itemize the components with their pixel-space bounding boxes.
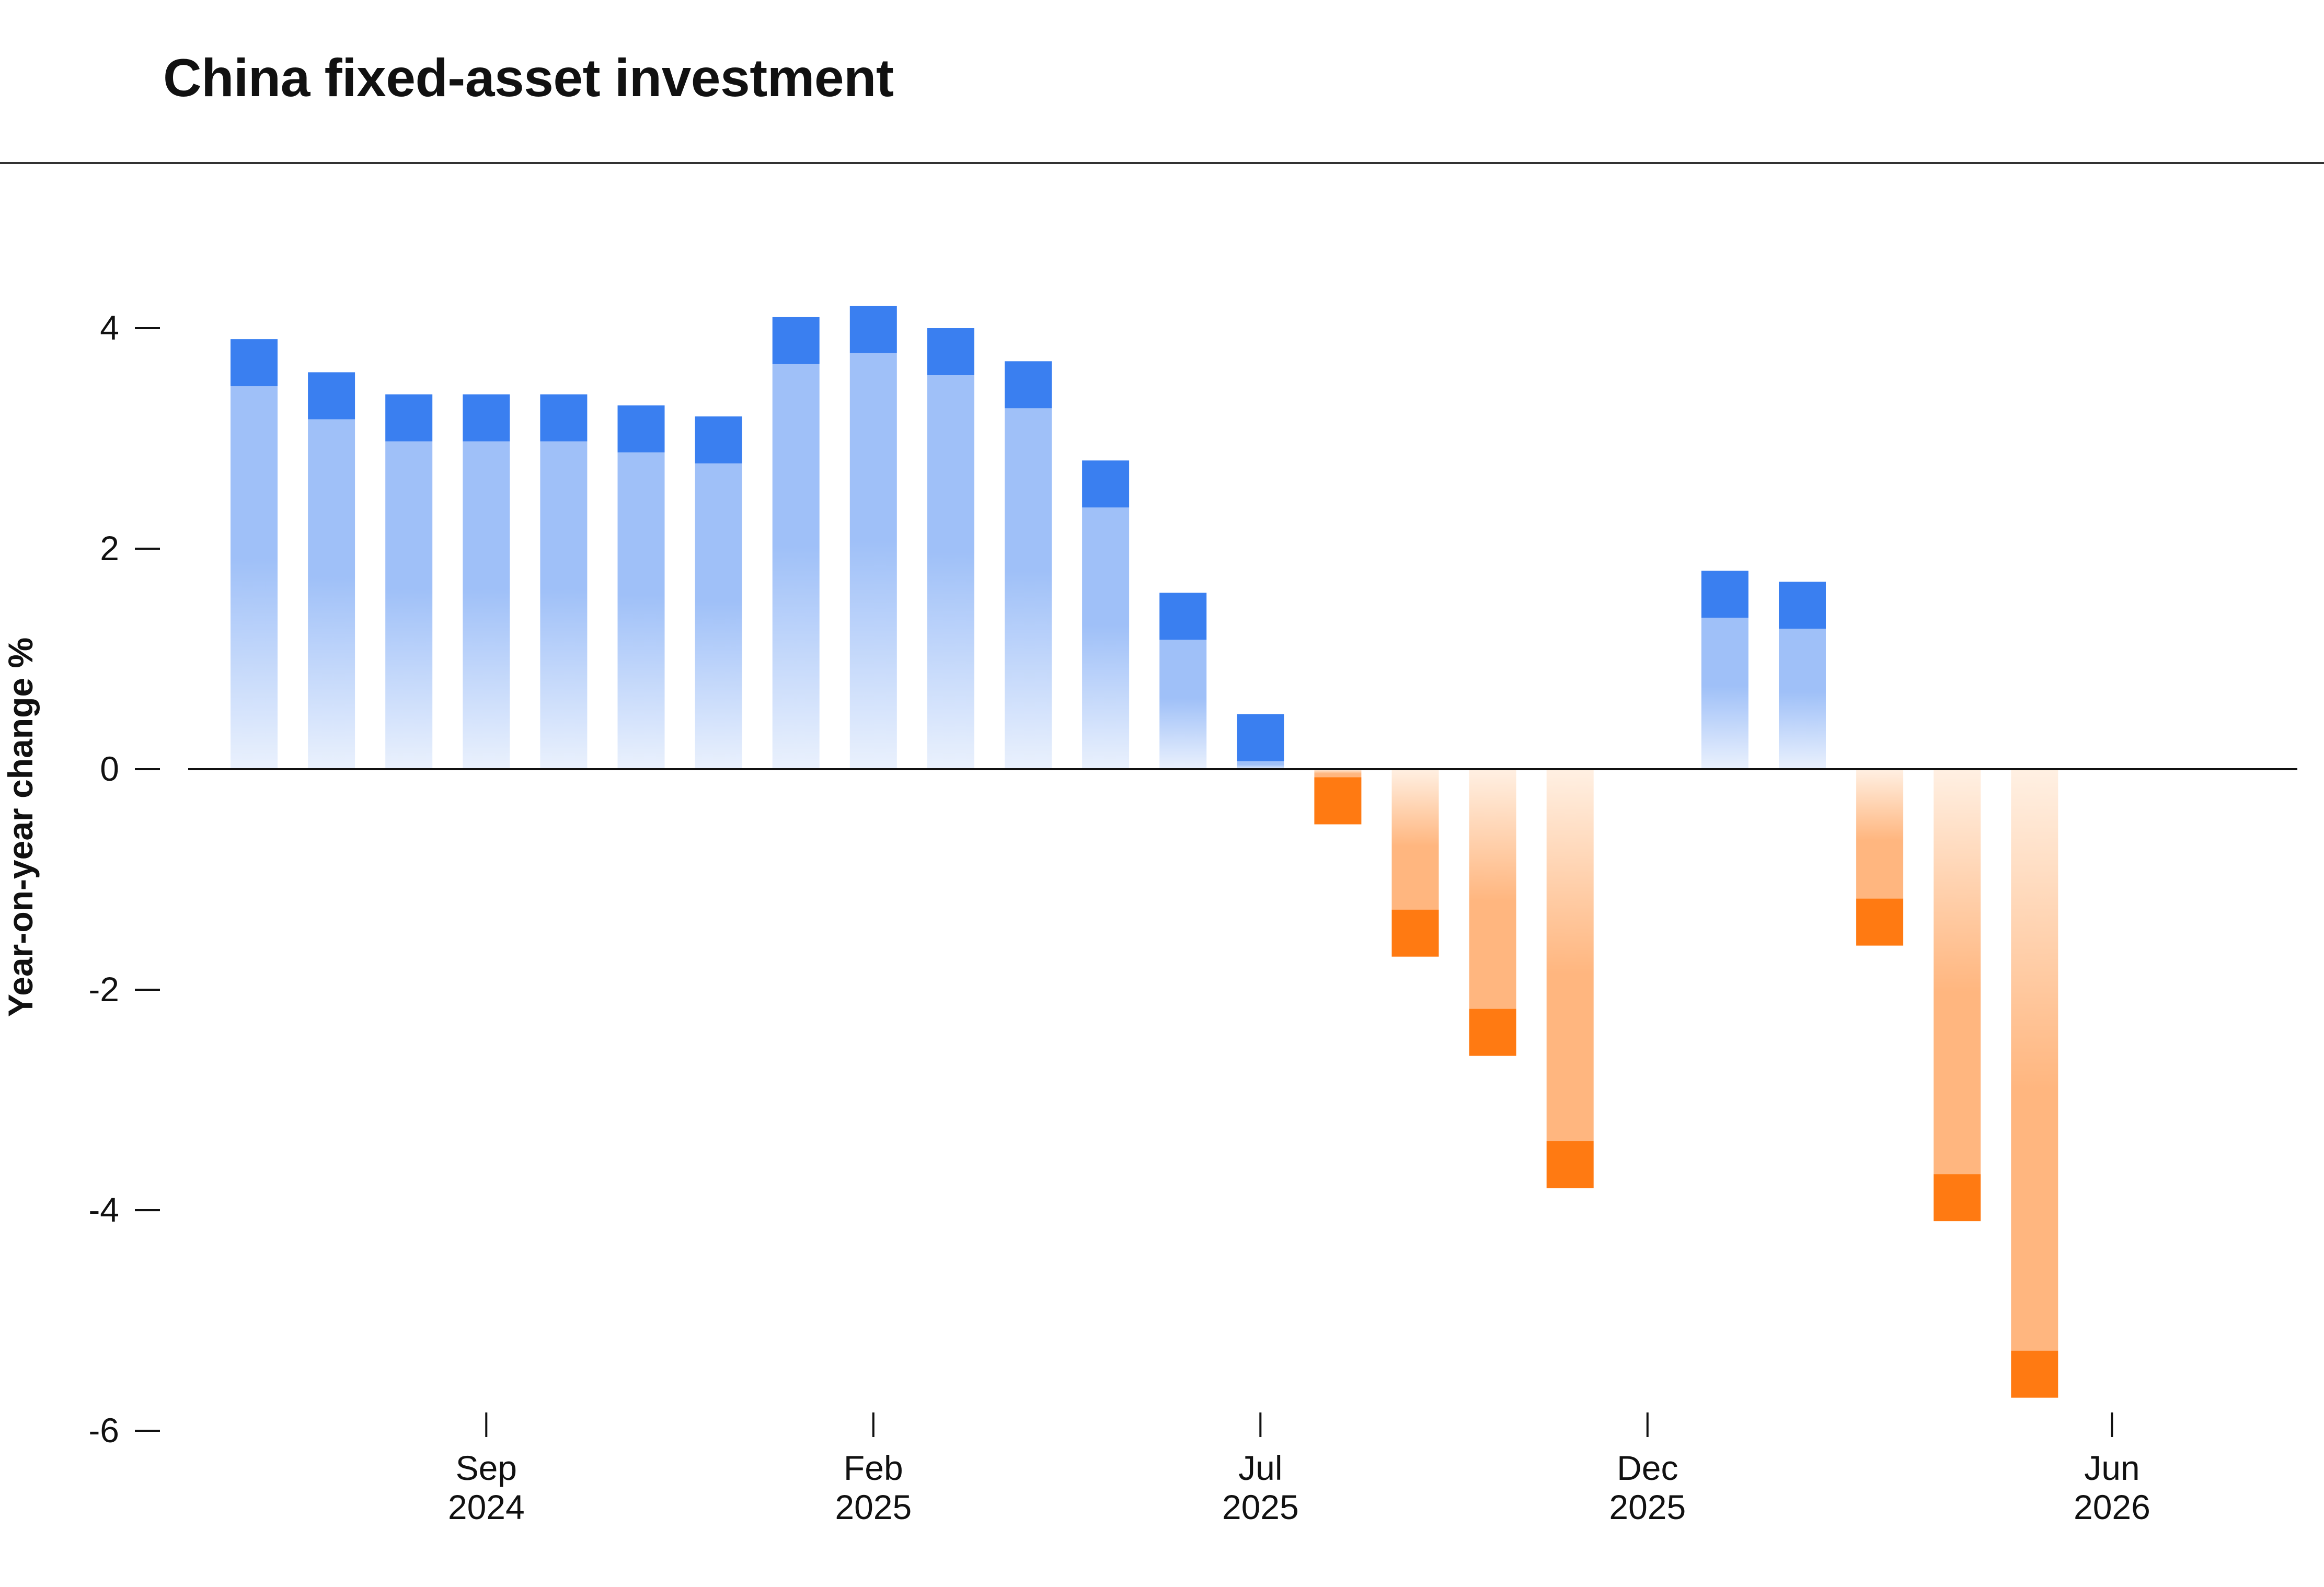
bar-body bbox=[385, 441, 433, 769]
bar-body bbox=[1082, 507, 1130, 769]
bar bbox=[1701, 571, 1748, 769]
bar-body bbox=[1391, 769, 1439, 910]
bar bbox=[1546, 769, 1594, 1188]
bar-cap bbox=[1314, 777, 1362, 825]
bar-cap bbox=[772, 317, 820, 364]
y-tick-label: 2 bbox=[100, 529, 119, 567]
bar-body bbox=[1779, 629, 1826, 769]
bar bbox=[231, 339, 278, 769]
bar-cap bbox=[1546, 1141, 1594, 1188]
bar-body bbox=[1159, 640, 1207, 769]
x-tick-label-year: 2024 bbox=[448, 1488, 525, 1526]
bar bbox=[1159, 593, 1207, 769]
bar bbox=[385, 394, 433, 769]
bar-cap bbox=[231, 339, 278, 387]
bar-cap bbox=[1005, 361, 1052, 409]
bar-body bbox=[231, 386, 278, 769]
x-tick-label-month: Jul bbox=[1238, 1449, 1282, 1487]
bar-cap bbox=[2011, 1350, 2058, 1398]
x-tick-label-year: 2025 bbox=[1609, 1488, 1686, 1526]
bar-body bbox=[1469, 769, 1516, 1009]
y-tick-label: -2 bbox=[88, 970, 119, 1009]
y-tick-label: 4 bbox=[100, 308, 119, 347]
bar-cap bbox=[1391, 909, 1439, 957]
bar bbox=[463, 394, 510, 769]
y-tick-label: 0 bbox=[100, 749, 119, 788]
x-tick-label-month: Feb bbox=[844, 1449, 903, 1487]
bar-body bbox=[1934, 769, 1981, 1175]
bar-cap bbox=[695, 416, 742, 464]
bar-body bbox=[1546, 769, 1594, 1141]
y-tick-label: -6 bbox=[88, 1411, 119, 1450]
bar-cap bbox=[1159, 593, 1207, 640]
bar bbox=[849, 306, 897, 769]
bar-body bbox=[1005, 408, 1052, 769]
x-tick-label-year: 2025 bbox=[835, 1488, 912, 1526]
bar-cap bbox=[849, 306, 897, 353]
bar-series bbox=[188, 306, 2297, 1398]
bar bbox=[1314, 769, 1362, 825]
bar bbox=[308, 372, 355, 769]
x-tick-label-year: 2025 bbox=[1222, 1488, 1299, 1526]
bar-body bbox=[2011, 769, 2058, 1351]
bar-cap bbox=[308, 372, 355, 420]
bar bbox=[1779, 582, 1826, 769]
bar-body bbox=[849, 353, 897, 769]
bar-cap bbox=[1469, 1009, 1516, 1056]
bar bbox=[927, 328, 974, 769]
bar-body bbox=[1701, 618, 1748, 769]
bar bbox=[1237, 714, 1284, 769]
bar-cap bbox=[1856, 898, 1904, 946]
bar-cap bbox=[463, 394, 510, 442]
bar-body bbox=[617, 452, 665, 769]
bar-cap bbox=[1082, 460, 1130, 508]
bar bbox=[1391, 769, 1439, 957]
bar-cap bbox=[617, 405, 665, 453]
bar-cap bbox=[540, 394, 588, 442]
bar-cap bbox=[927, 328, 974, 375]
bar bbox=[772, 317, 820, 769]
bar-body bbox=[1314, 769, 1362, 778]
x-tick-label-month: Jun bbox=[2084, 1449, 2139, 1487]
bar bbox=[1469, 769, 1516, 1056]
chart-title: China fixed-asset investment bbox=[163, 48, 894, 108]
bar bbox=[695, 416, 742, 769]
bar-body bbox=[1856, 769, 1904, 899]
x-tick-label-year: 2026 bbox=[2074, 1488, 2150, 1526]
bar-cap bbox=[1779, 582, 1826, 629]
y-tick-label: -4 bbox=[88, 1190, 119, 1229]
title-divider bbox=[0, 162, 2324, 164]
bar-cap bbox=[1701, 571, 1748, 618]
bar-body bbox=[463, 441, 510, 769]
bar-body bbox=[308, 419, 355, 769]
bar bbox=[1005, 361, 1052, 769]
bar-body bbox=[695, 463, 742, 769]
bar-body bbox=[540, 441, 588, 769]
x-tick-label-month: Dec bbox=[1617, 1449, 1678, 1487]
bar-body bbox=[772, 364, 820, 769]
y-axis-label: Year-on-year change % bbox=[1, 638, 40, 1017]
bar bbox=[1856, 769, 1904, 946]
bar-cap bbox=[1237, 714, 1284, 761]
bar-body bbox=[1237, 761, 1284, 769]
x-tick-label-month: Sep bbox=[456, 1449, 517, 1487]
bar bbox=[2011, 769, 2058, 1398]
bar-cap bbox=[1934, 1174, 1981, 1222]
bar bbox=[540, 394, 588, 769]
y-axis: 4 2 0 -2 -4 -6 bbox=[88, 308, 160, 1450]
bar bbox=[617, 405, 665, 769]
bar-cap bbox=[385, 394, 433, 442]
bar bbox=[1934, 769, 1981, 1222]
bar-body bbox=[927, 375, 974, 769]
bar bbox=[1082, 460, 1130, 769]
